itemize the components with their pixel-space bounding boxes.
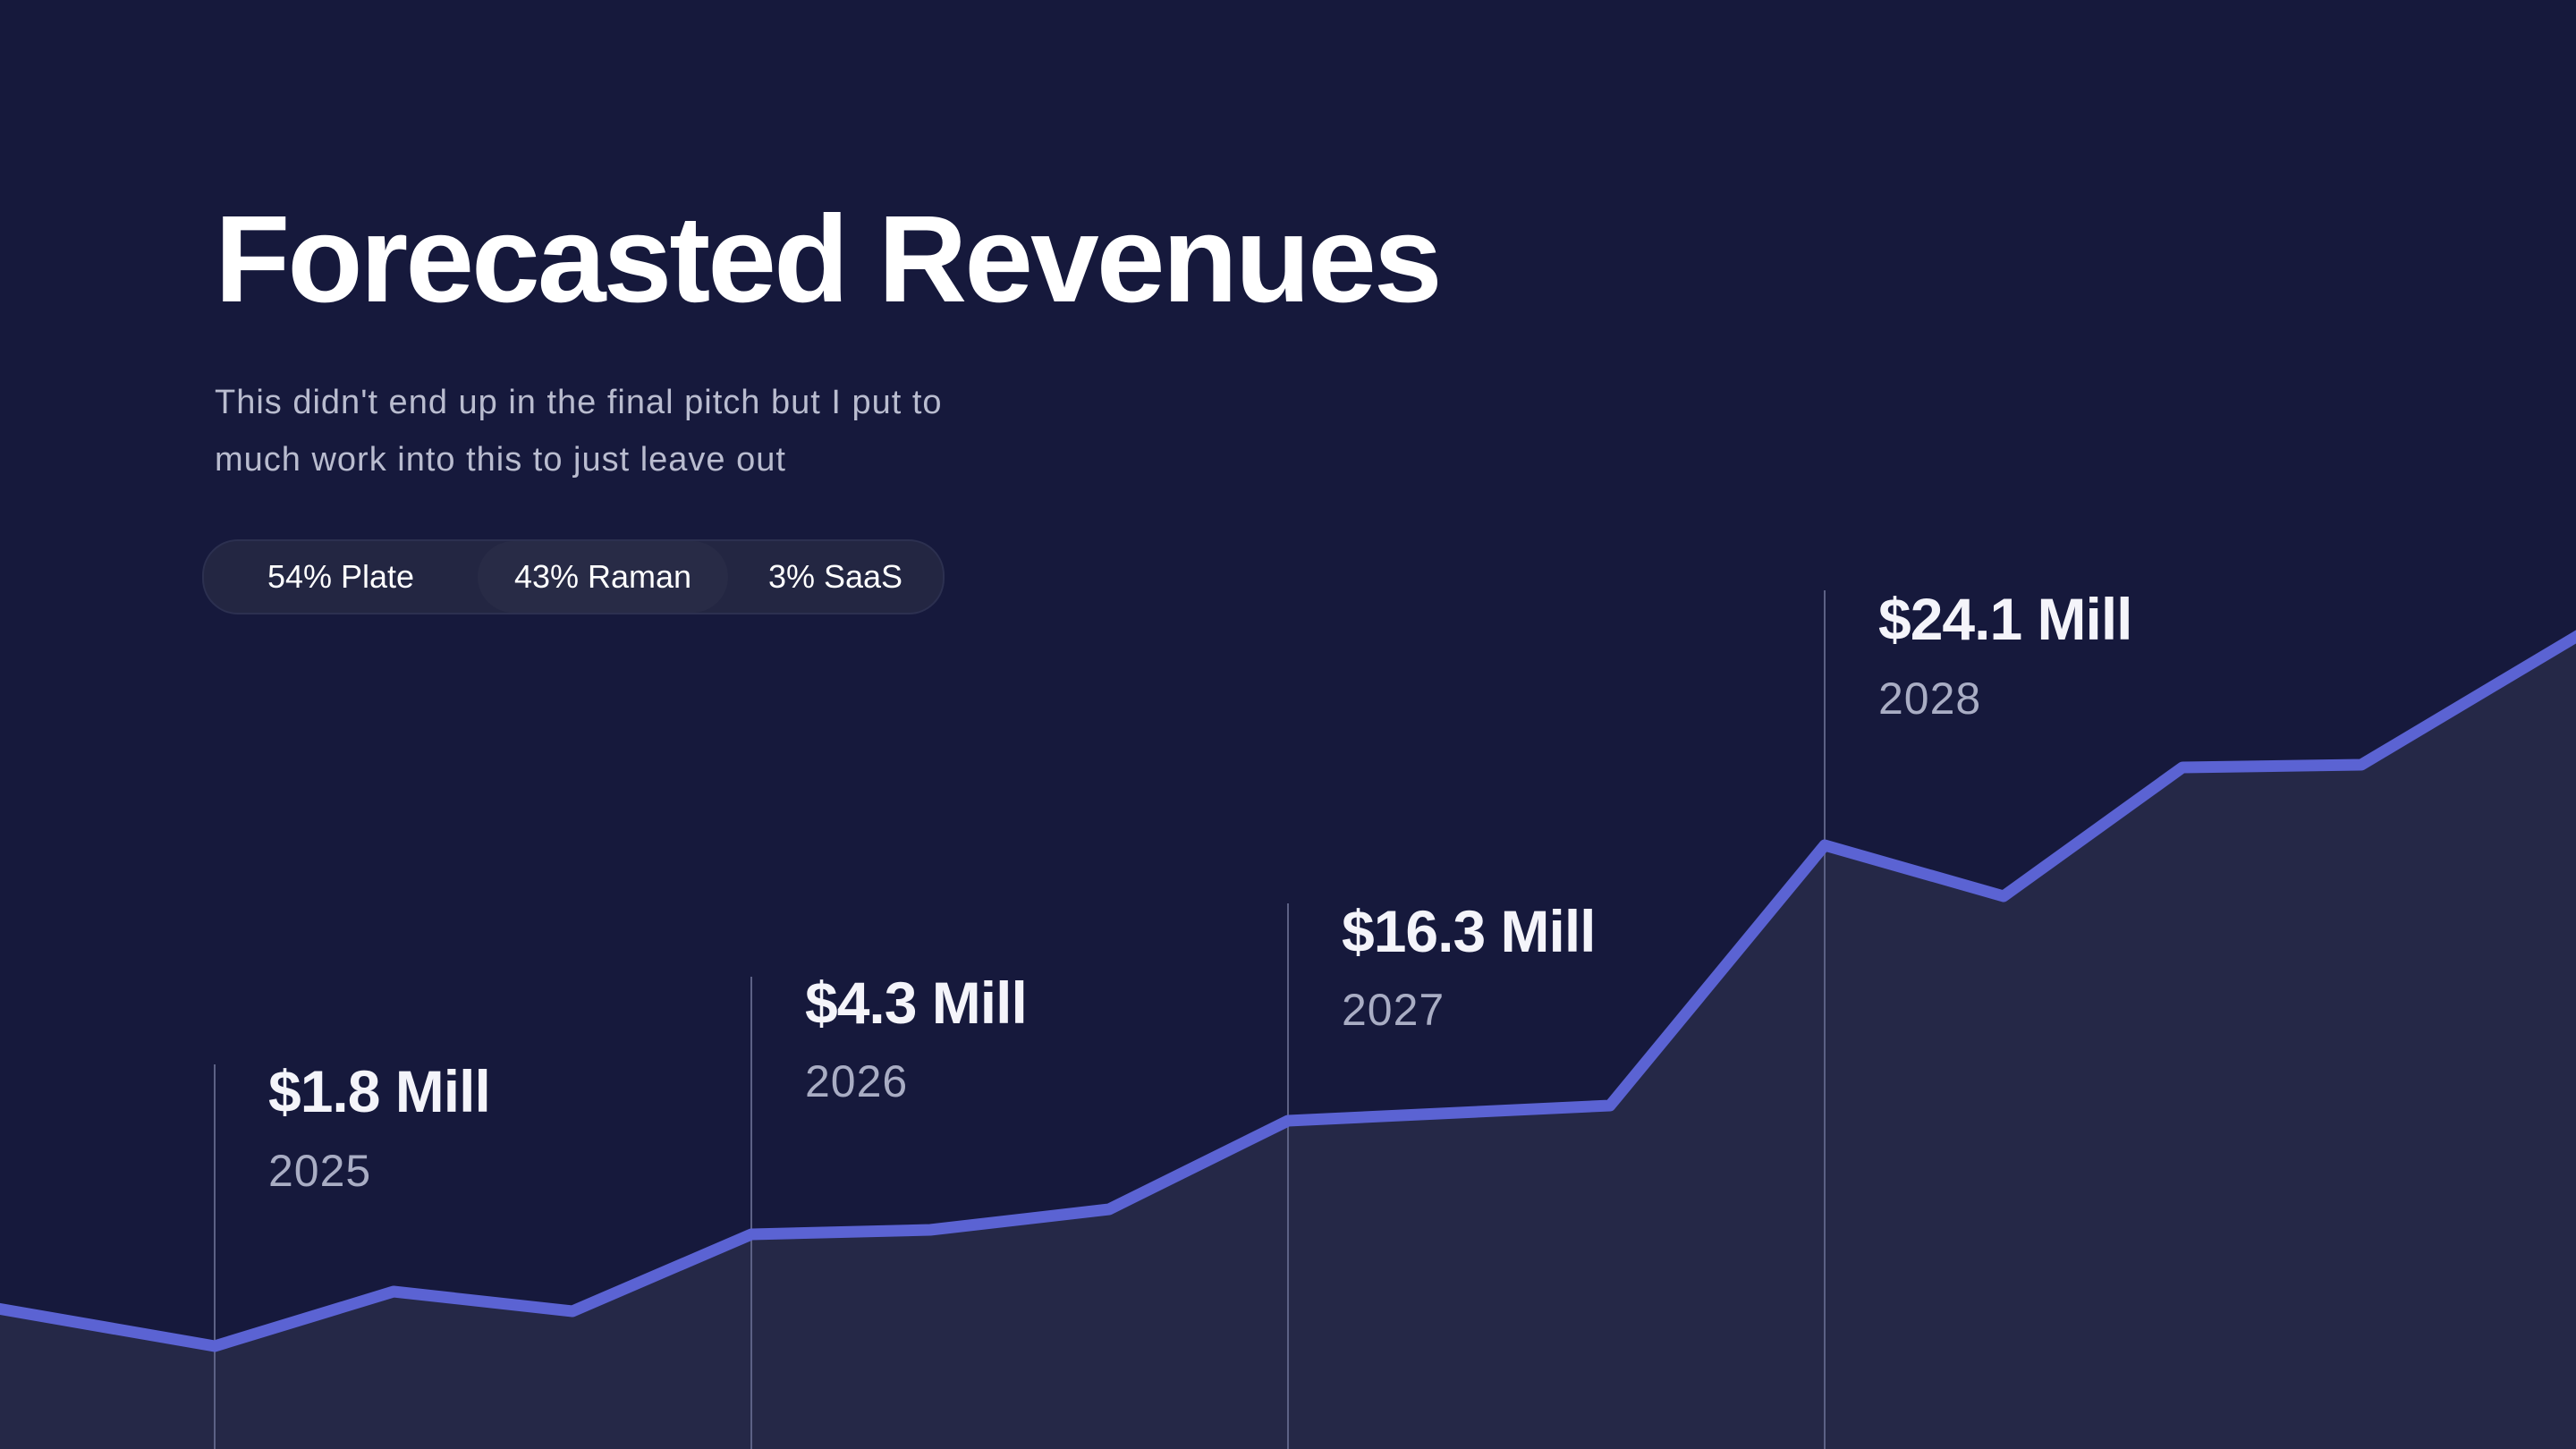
subtitle-line-1: This didn't end up in the final pitch bu… — [215, 384, 943, 421]
revenue-area-fill — [0, 636, 2576, 1449]
year-label-2027: 2027 — [1342, 985, 1445, 1035]
year-label-2026: 2026 — [805, 1056, 909, 1106]
value-label-2026: $4.3 Mill — [805, 970, 1028, 1036]
segment-pill-plate[interactable]: 54% Plate — [267, 558, 415, 595]
value-label-2027: $16.3 Mill — [1342, 898, 1596, 964]
value-label-2028: $24.1 Mill — [1878, 586, 2132, 652]
page-subtitle: This didn't end up in the final pitch bu… — [215, 374, 1109, 488]
revenue-segment-toggle[interactable]: 54% Plate 43% Raman 3% SaaS — [202, 539, 945, 614]
year-label-2025: 2025 — [268, 1146, 372, 1196]
segment-pill-saas[interactable]: 3% SaaS — [767, 558, 903, 595]
page-title: Forecasted Revenues — [215, 191, 1443, 328]
value-label-2025: $1.8 Mill — [268, 1058, 491, 1124]
year-label-2028: 2028 — [1878, 674, 1982, 724]
revenue-trend-line — [0, 630, 2576, 1352]
segment-pill-raman[interactable]: 43% Raman — [478, 541, 728, 613]
subtitle-line-2: much work into this to just leave out — [215, 441, 786, 479]
